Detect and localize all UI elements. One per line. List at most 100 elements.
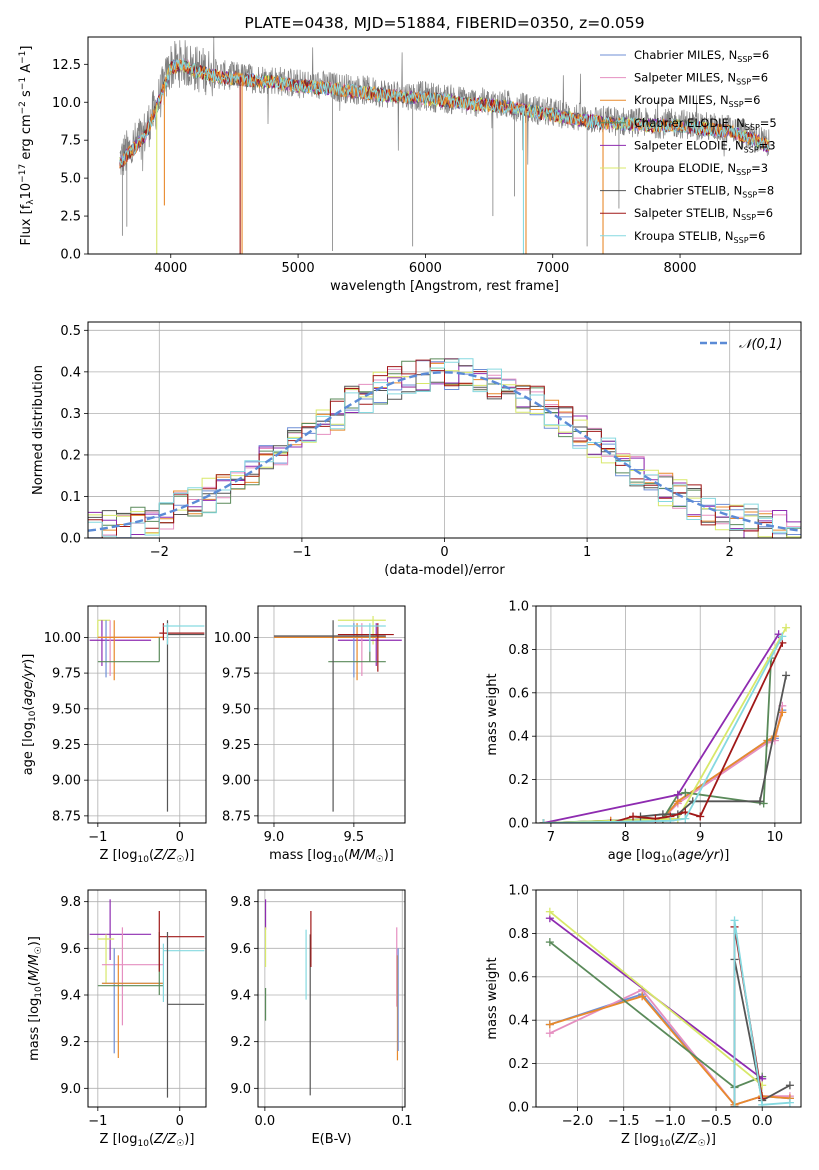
legend-entry: Salpeter MILES, NSSP=6: [634, 71, 768, 87]
histogram-kroupa-stelib: [88, 358, 801, 538]
y-tick-label: 0.4: [508, 730, 529, 745]
plot-area-mass_vs_Z: [89, 899, 205, 1098]
y-tick-label: 1.0: [508, 600, 529, 615]
axes-frame: [535, 889, 802, 1108]
y-tick-label: 0.2: [60, 448, 81, 463]
y-tick-label: 10.0: [52, 96, 81, 111]
y-tick-label: 0.0: [60, 532, 81, 547]
y-tick-label: 2.5: [60, 210, 81, 225]
y-tick-label: 9.8: [60, 895, 81, 910]
data-point-marker: [782, 671, 791, 680]
x-tick-label: 7000: [536, 261, 569, 276]
data-point-marker: [681, 788, 690, 797]
normal-curve-line: [88, 371, 801, 532]
model-line-kroupa-stelib: [119, 58, 770, 167]
y-tick-label: 8.75: [222, 809, 251, 824]
x-tick-label: 0.1: [392, 1114, 413, 1129]
y-tick-label: 10.00: [214, 631, 251, 646]
y-tick-label: 7.5: [60, 134, 81, 149]
x-axis-label: E(B-V): [311, 1132, 351, 1147]
model-line-kroupa-miles: [119, 59, 770, 169]
y-tick-label: 12.5: [52, 58, 81, 73]
spectrum-legend: Chabrier MILES, NSSP=6 Salpeter MILES, NS…: [600, 48, 777, 245]
series-line-chabrier-miles: [543, 709, 784, 823]
y-tick-label: 0.6: [508, 970, 529, 985]
y-tick-label: 0.1: [60, 490, 81, 505]
data-point-marker: [778, 632, 787, 641]
y-tick-label: 9.2: [60, 1035, 81, 1050]
legend-entry: Kroupa STELIB, NSSP=6: [634, 229, 765, 245]
y-tick-label: 9.00: [222, 774, 251, 789]
x-tick-label: −2: [150, 545, 169, 560]
x-tick-label: −0.5: [700, 1114, 732, 1129]
data-point-marker: [673, 790, 682, 799]
data-point-marker: [681, 814, 690, 823]
y-tick-label: 0.4: [508, 1014, 529, 1029]
x-tick-label: −1.5: [608, 1114, 640, 1129]
y-axis-label: Flux [fλ10−17 erg cm−2 s−1 A−1]: [18, 46, 36, 246]
data-point-marker: [545, 907, 554, 916]
y-tick-label: 0.0: [60, 248, 81, 263]
x-tick-label: 9: [696, 830, 704, 845]
series-line-kroupa-miles: [543, 712, 784, 823]
axes-weight_vs_Z: −2.0 −1.5 −1.0 −0.5 0.0 0.0 0.2 0.4 0.6 0.8 1.0 mas…: [485, 884, 802, 1149]
axes-frame: [535, 605, 802, 824]
x-axis-label: Z [log10(Z/Z☉)]: [621, 1132, 716, 1149]
axes-residuals: −2 −1 0 1 2 0.0 0.1 0.2 0.3 0.4 0.5 𝒩(0,1) (data-mod…: [31, 321, 802, 578]
y-tick-label: 8.75: [52, 809, 81, 824]
data-point-marker: [785, 1081, 794, 1090]
y-tick-label: 0.4: [60, 365, 81, 380]
axes-frame: [257, 889, 406, 1108]
y-tick-label: 0.8: [508, 927, 529, 942]
y-tick-label: 9.8: [230, 895, 251, 910]
figure-title: PLATE=0438, MJD=51884, FIBERID=0350, z=0…: [244, 14, 644, 32]
plot-area-age_vs_mass: [273, 615, 402, 812]
y-tick-label: 0.5: [60, 324, 81, 339]
axes-mass_vs_ebv: 0.0 0.1 9.0 9.2 9.4 9.6 9.8 E(B-V): [230, 889, 413, 1147]
y-tick-label: 0.3: [60, 407, 81, 422]
x-axis-label: Z [log10(Z/Z☉)]: [100, 848, 195, 865]
y-tick-label: 9.25: [52, 738, 81, 753]
y-tick-label: 0.2: [508, 1057, 529, 1072]
y-tick-label: 9.6: [60, 942, 81, 957]
axes-frame: [257, 605, 406, 824]
x-tick-label: 0: [176, 830, 184, 845]
y-tick-label: 9.75: [52, 667, 81, 682]
y-tick-label: 5.0: [60, 172, 81, 187]
legend-entry: Chabrier STELIB, NSSP=8: [634, 184, 774, 200]
x-tick-label: 7: [547, 830, 555, 845]
legend-entry: Salpeter ELODIE, NSSP=3: [634, 138, 776, 154]
axes-frame: [87, 36, 802, 255]
y-axis-label: mass [log10(M/M☉)]: [27, 936, 44, 1061]
series-line-kroupa-stelib: [733, 920, 790, 1107]
legend-entry: Kroupa MILES, NSSP=6: [634, 93, 760, 109]
data-point-marker: [755, 797, 764, 806]
plot-area-weight_vs_age: [539, 623, 791, 823]
series-line-salpeter-miles: [543, 705, 784, 823]
data-point-marker: [778, 708, 787, 717]
y-axis-label: mass weight: [485, 673, 500, 755]
x-tick-label: 8000: [663, 261, 696, 276]
data-point-marker: [539, 819, 548, 823]
series-line-salpeter-elodie: [543, 633, 780, 823]
y-axis-label: mass weight: [485, 957, 500, 1039]
y-tick-label: 10.00: [44, 631, 81, 646]
axes-age_vs_Z: −1 0 8.75 9.00 9.25 9.50 9.75 10.00 Z [log10(Z/Z…: [21, 605, 207, 865]
y-tick-label: 9.6: [230, 942, 251, 957]
y-tick-label: 9.2: [230, 1035, 251, 1050]
data-point-marker: [730, 1103, 739, 1107]
x-tick-label: −1.0: [654, 1114, 686, 1129]
axes-mass_vs_Z: −1 0 9.0 9.2 9.4 9.6 9.8 Z [log10(Z/Z☉)] mass [l…: [27, 889, 207, 1149]
x-tick-label: 2: [726, 545, 734, 560]
y-axis-label: age [log10(age/yr)]: [21, 654, 38, 776]
data-point-marker: [782, 623, 791, 632]
series-line-kroupa-elodie: [543, 627, 787, 823]
y-tick-label: 0.0: [508, 1101, 529, 1116]
x-axis-label: Z [log10(Z/Z☉)]: [100, 1132, 195, 1149]
data-point-marker: [545, 938, 554, 947]
legend-entry: 𝒩(0,1): [739, 337, 782, 352]
x-axis-label: age [log10(age/yr)]: [608, 848, 730, 865]
y-tick-label: 0.0: [508, 817, 529, 832]
legend-entry: Chabrier MILES, NSSP=6: [634, 48, 769, 64]
x-tick-label: 10: [767, 830, 784, 845]
